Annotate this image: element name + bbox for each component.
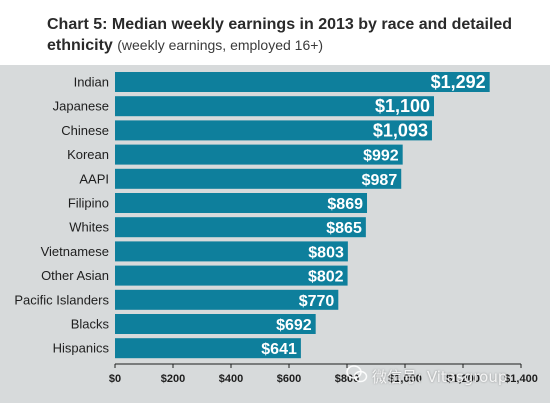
bar-value-label: $803 [308,244,344,261]
bar-value-label: $1,100 [375,96,430,116]
category-label: Whites [69,220,109,235]
bar-value-label: $1,093 [373,120,428,140]
wechat-icon [346,365,368,383]
category-label: Vietnamese [41,244,109,259]
category-label: Korean [67,147,109,162]
x-tick-label: $600 [277,373,301,385]
bar-value-label: $641 [261,341,297,358]
bar-value-label: $992 [363,148,399,165]
category-label: Hispanics [53,341,110,356]
category-label: Other Asian [41,268,109,283]
bar-value-label: $770 [299,293,335,310]
category-label: Filipino [68,196,109,211]
x-tick-label: $0 [109,373,121,385]
bar-hispanics [115,338,301,359]
bar-pacific-islanders [115,289,339,310]
bar-other-asian [115,265,348,286]
category-label: Chinese [61,123,109,138]
bar-indian [115,72,490,92]
category-label: Indian [74,75,109,90]
watermark-text: 微信号: Vitasgroup [372,368,508,386]
x-tick-label: $800 [335,373,359,385]
x-tick-label: $1,000 [388,373,422,385]
bar-blacks [115,314,316,334]
category-label: Pacific Islanders [14,292,109,307]
bar-value-label: $802 [308,269,344,286]
bar-whites [115,217,366,238]
category-label: AAPI [79,171,109,186]
bar-value-label: $987 [362,172,398,189]
bar-value-label: $692 [276,317,312,334]
bar-chinese [115,120,432,141]
bar-value-label: $865 [326,220,362,237]
category-label: Blacks [71,317,110,332]
chart-title-block: Chart 5: Median weekly earnings in 2013 … [47,15,527,56]
bar-value-label: $1,292 [431,72,486,92]
x-tick-label: $1,200 [446,373,480,385]
bar-value-label: $869 [327,196,363,213]
x-tick-label: $400 [219,373,243,385]
bar-korean [115,144,403,165]
x-tick-label: $1,400 [504,373,538,385]
chart-title: Median weekly earnings in 2013 by race a… [47,16,513,54]
x-tick-label: $200 [161,373,185,385]
chart-title-prefix: Chart 5: [47,16,108,33]
bar-vietnamese [115,241,348,262]
chart-subtitle: (weekly earnings, employed 16+) [117,37,324,53]
bar-aapi [115,168,402,189]
bar-filipino [115,193,368,213]
bar-japanese [115,96,434,117]
category-label: Japanese [53,99,109,114]
